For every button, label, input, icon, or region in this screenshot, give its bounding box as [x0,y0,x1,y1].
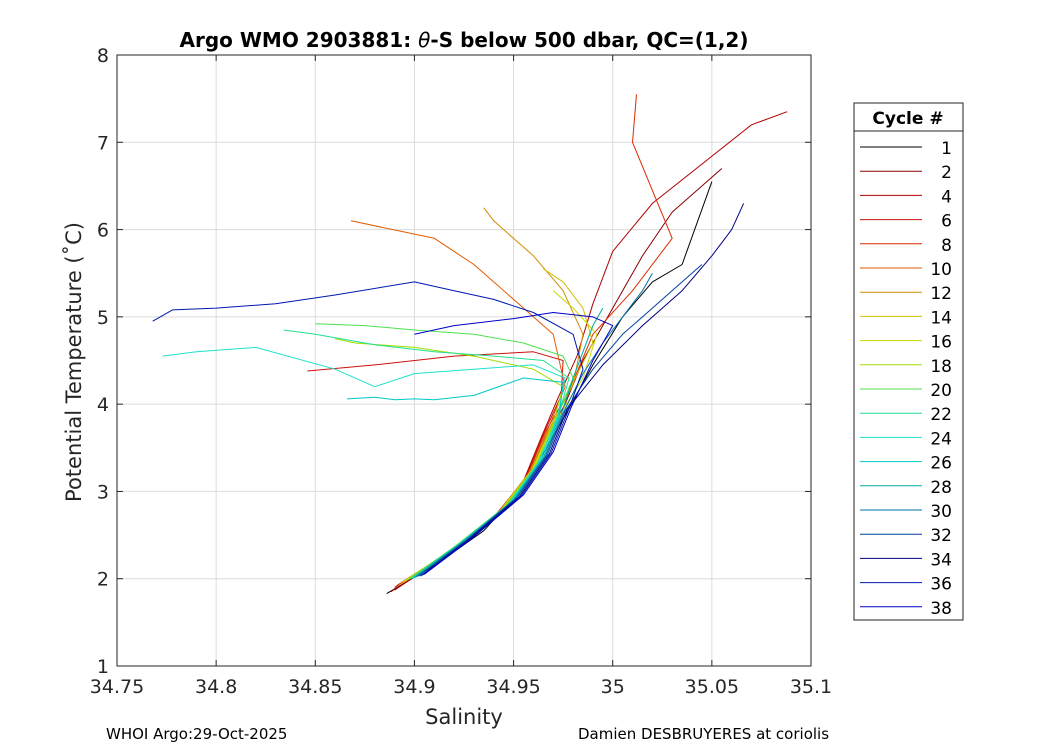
plot-lines [152,94,788,595]
x-axis-label: Salinity [425,705,503,729]
chart-title: Argo WMO 2903881: θ-S below 500 dbar, QC… [180,28,749,52]
footer-credit-left: WHOI Argo:29-Oct-2025 [106,725,288,743]
legend-entry-label: 18 [930,357,952,377]
legend-entry-label: 8 [941,236,952,256]
title-suffix: -S below 500 dbar, QC=(1,2) [430,28,748,52]
y-tick-label: 5 [97,307,109,329]
legend-entry-label: 20 [930,381,952,401]
legend-entry-label: 36 [930,575,952,595]
legend-entry-label: 12 [930,284,952,304]
y-axis-label: Potential Temperature (˚C) [62,222,86,502]
x-tick-label: 34.9 [393,676,435,698]
legend-entry-label: 10 [930,260,952,280]
x-tick-label: 34.95 [486,676,540,698]
legend-entry-label: 14 [930,308,952,328]
legend-entry-label: 38 [930,599,952,619]
y-tick-label: 8 [97,45,109,67]
legend-title: Cycle # [872,109,943,129]
y-tick-label: 3 [97,481,109,503]
legend-entry-label: 26 [930,454,952,474]
x-tick-label: 34.85 [288,676,342,698]
legend-entry-label: 24 [930,429,952,449]
legend-entry-label: 2 [941,163,952,183]
legend-entry-label: 32 [930,526,952,546]
footer-credit-right: Damien DESBRUYERES at coriolis [578,725,830,743]
y-tick-label: 4 [97,394,109,416]
y-tick-label: 2 [97,569,109,591]
series-line-cycle-30 [416,272,653,578]
series-line-cycle-36 [152,281,584,576]
series-line-cycle-38 [414,312,614,575]
axis-ticks: 34.75 34.8 34.85 34.9 34.95 35 35.05 35.1 1 2 3 4 5 6… [90,45,832,698]
y-tick-label: 6 [97,220,109,242]
legend-entry-label: 16 [930,333,952,353]
x-tick-label: 34.75 [90,676,144,698]
x-tick-label: 35 [601,676,625,698]
y-tick-label: 7 [97,132,109,154]
series-line-cycle-24 [162,346,566,580]
x-tick-label: 34.8 [195,676,237,698]
y-tick-label: 1 [97,656,109,678]
legend-entry-label: 1 [941,139,952,159]
x-tick-label: 35.05 [685,676,739,698]
legend-entry-label: 30 [930,502,952,522]
legend-entry-label: 34 [930,550,952,570]
legend-entry-label: 6 [941,212,952,232]
plot-frame [116,54,812,667]
title-theta: θ [418,28,430,52]
legend: Cycle # 12468101214161820222426283032343… [853,102,964,621]
legend-entry-label: 22 [930,405,952,425]
series-line-cycle-34 [420,203,745,577]
legend-entry-label: 4 [941,187,952,207]
title-prefix: Argo WMO 2903881: [180,28,419,52]
legend-entry-label: 28 [930,478,952,498]
x-tick-label: 35.1 [790,676,832,698]
